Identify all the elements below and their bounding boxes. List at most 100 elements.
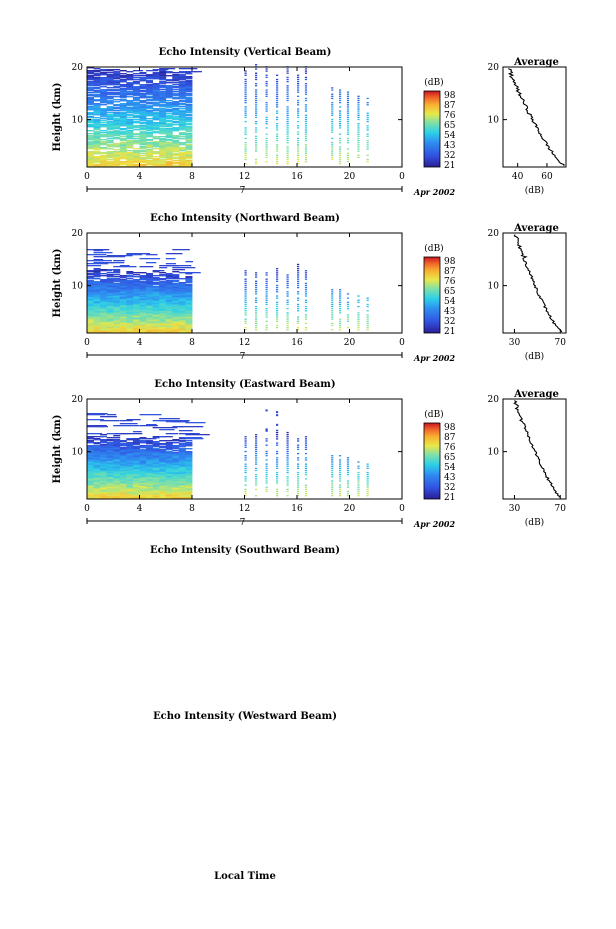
heatmap-cell — [185, 497, 193, 499]
heatmap-cell — [119, 118, 127, 120]
heatmap-cell — [146, 468, 154, 470]
heatmap-cell — [93, 325, 101, 327]
heatmap-cell — [87, 475, 94, 477]
heatmap-cell — [100, 479, 108, 481]
heatmap-cell — [244, 74, 247, 76]
heatmap-cell — [165, 313, 173, 315]
heatmap-cell — [106, 72, 114, 74]
heatmap-cell — [146, 494, 154, 496]
heatmap-cell — [255, 142, 258, 144]
heatmap-cell — [178, 292, 186, 294]
heatmap-cell — [152, 72, 160, 74]
heatmap-cell — [139, 287, 147, 289]
heatmap-cell — [152, 142, 160, 144]
heatmap-cell — [100, 286, 108, 288]
heatmap-cell — [119, 326, 127, 328]
heatmap-cell — [100, 464, 108, 466]
heatmap-cell — [357, 318, 360, 320]
heatmap-cell — [152, 482, 160, 484]
heatmap-cell — [126, 323, 134, 325]
heatmap-cell — [100, 478, 108, 480]
heatmap-cell — [172, 149, 180, 151]
heatmap-cell — [185, 281, 193, 283]
heatmap-cell — [165, 120, 173, 122]
heatmap-cell — [87, 300, 94, 302]
heatmap-cell — [106, 283, 114, 285]
heatmap-cell — [113, 451, 121, 453]
heatmap-cell — [265, 316, 268, 318]
heatmap-cell — [159, 314, 167, 316]
heatmap-cell — [331, 469, 334, 472]
heatmap-cell — [265, 116, 268, 119]
heatmap-cell — [159, 327, 167, 329]
heatmap-cell — [255, 146, 258, 148]
heatmap-cell — [304, 293, 308, 295]
heatmap-cell — [126, 494, 134, 496]
heatmap-cell — [172, 89, 180, 91]
heatmap-cell — [93, 483, 101, 485]
heatmap-cell — [366, 320, 369, 322]
heatmap-cell — [165, 446, 173, 448]
heatmap-cell — [297, 139, 300, 142]
heatmap-cell — [119, 496, 127, 498]
heatmap-cell — [113, 115, 121, 117]
heatmap-cell — [100, 281, 108, 283]
heatmap-cell — [152, 490, 160, 492]
heatmap-cell — [113, 285, 121, 287]
heatmap-cell — [172, 469, 180, 471]
heatmap-cell — [185, 317, 193, 319]
heatmap-cell — [100, 465, 108, 467]
heatmap-cell — [185, 147, 193, 149]
heatmap-cell — [276, 83, 279, 85]
heatmap-cell — [126, 317, 134, 319]
heatmap-cell — [93, 315, 101, 317]
heatmap-cell — [172, 127, 180, 129]
heatmap-cell — [172, 315, 180, 317]
heatmap-cell — [276, 95, 279, 97]
heatmap-cell — [100, 262, 125, 264]
heatmap-cell — [185, 151, 193, 153]
heatmap-cell — [346, 326, 350, 329]
heatmap-cell — [93, 451, 101, 453]
heatmap-cell — [106, 314, 114, 316]
heatmap-cell — [106, 305, 114, 307]
heatmap-cell — [132, 299, 140, 301]
heatmap-cell — [126, 485, 134, 487]
heatmap-cell — [185, 76, 193, 78]
heatmap-cell — [119, 288, 127, 290]
heatmap-cell — [93, 153, 101, 155]
heatmap-cell — [100, 463, 108, 465]
heatmap-cell — [185, 141, 193, 143]
heatmap-cell — [152, 469, 160, 471]
heatmap-cell — [172, 445, 180, 447]
average-y-tick-label: 10 — [488, 282, 500, 292]
heatmap-cell — [152, 312, 160, 314]
heatmap-cell — [132, 160, 140, 162]
x-tick-label: 8 — [189, 504, 195, 514]
heatmap-cell — [152, 495, 160, 497]
heatmap-cell — [126, 82, 134, 84]
heatmap-cell — [100, 446, 108, 448]
heatmap-cell — [304, 326, 308, 329]
heatmap-cell — [146, 476, 154, 478]
heatmap-cell — [152, 271, 160, 273]
heatmap-cell — [93, 481, 101, 483]
heatmap-cell — [152, 279, 160, 281]
heatmap-cell — [87, 95, 94, 97]
heatmap-cell — [139, 322, 147, 324]
heatmap-cell — [172, 82, 180, 84]
heatmap-cell — [139, 475, 147, 477]
heatmap-cell — [172, 277, 180, 279]
heatmap-cell — [159, 159, 167, 161]
heatmap-cell — [172, 249, 190, 251]
heatmap-cell — [146, 106, 154, 108]
heatmap-cell — [178, 152, 186, 154]
heatmap-cell — [159, 142, 167, 144]
heatmap-cell — [113, 309, 121, 311]
heatmap-cell — [106, 94, 114, 96]
heatmap-cell — [165, 480, 173, 482]
heatmap-cell — [126, 138, 134, 140]
heatmap-cell — [106, 446, 114, 448]
heatmap-cell — [165, 445, 173, 447]
heatmap-cell — [87, 113, 94, 115]
